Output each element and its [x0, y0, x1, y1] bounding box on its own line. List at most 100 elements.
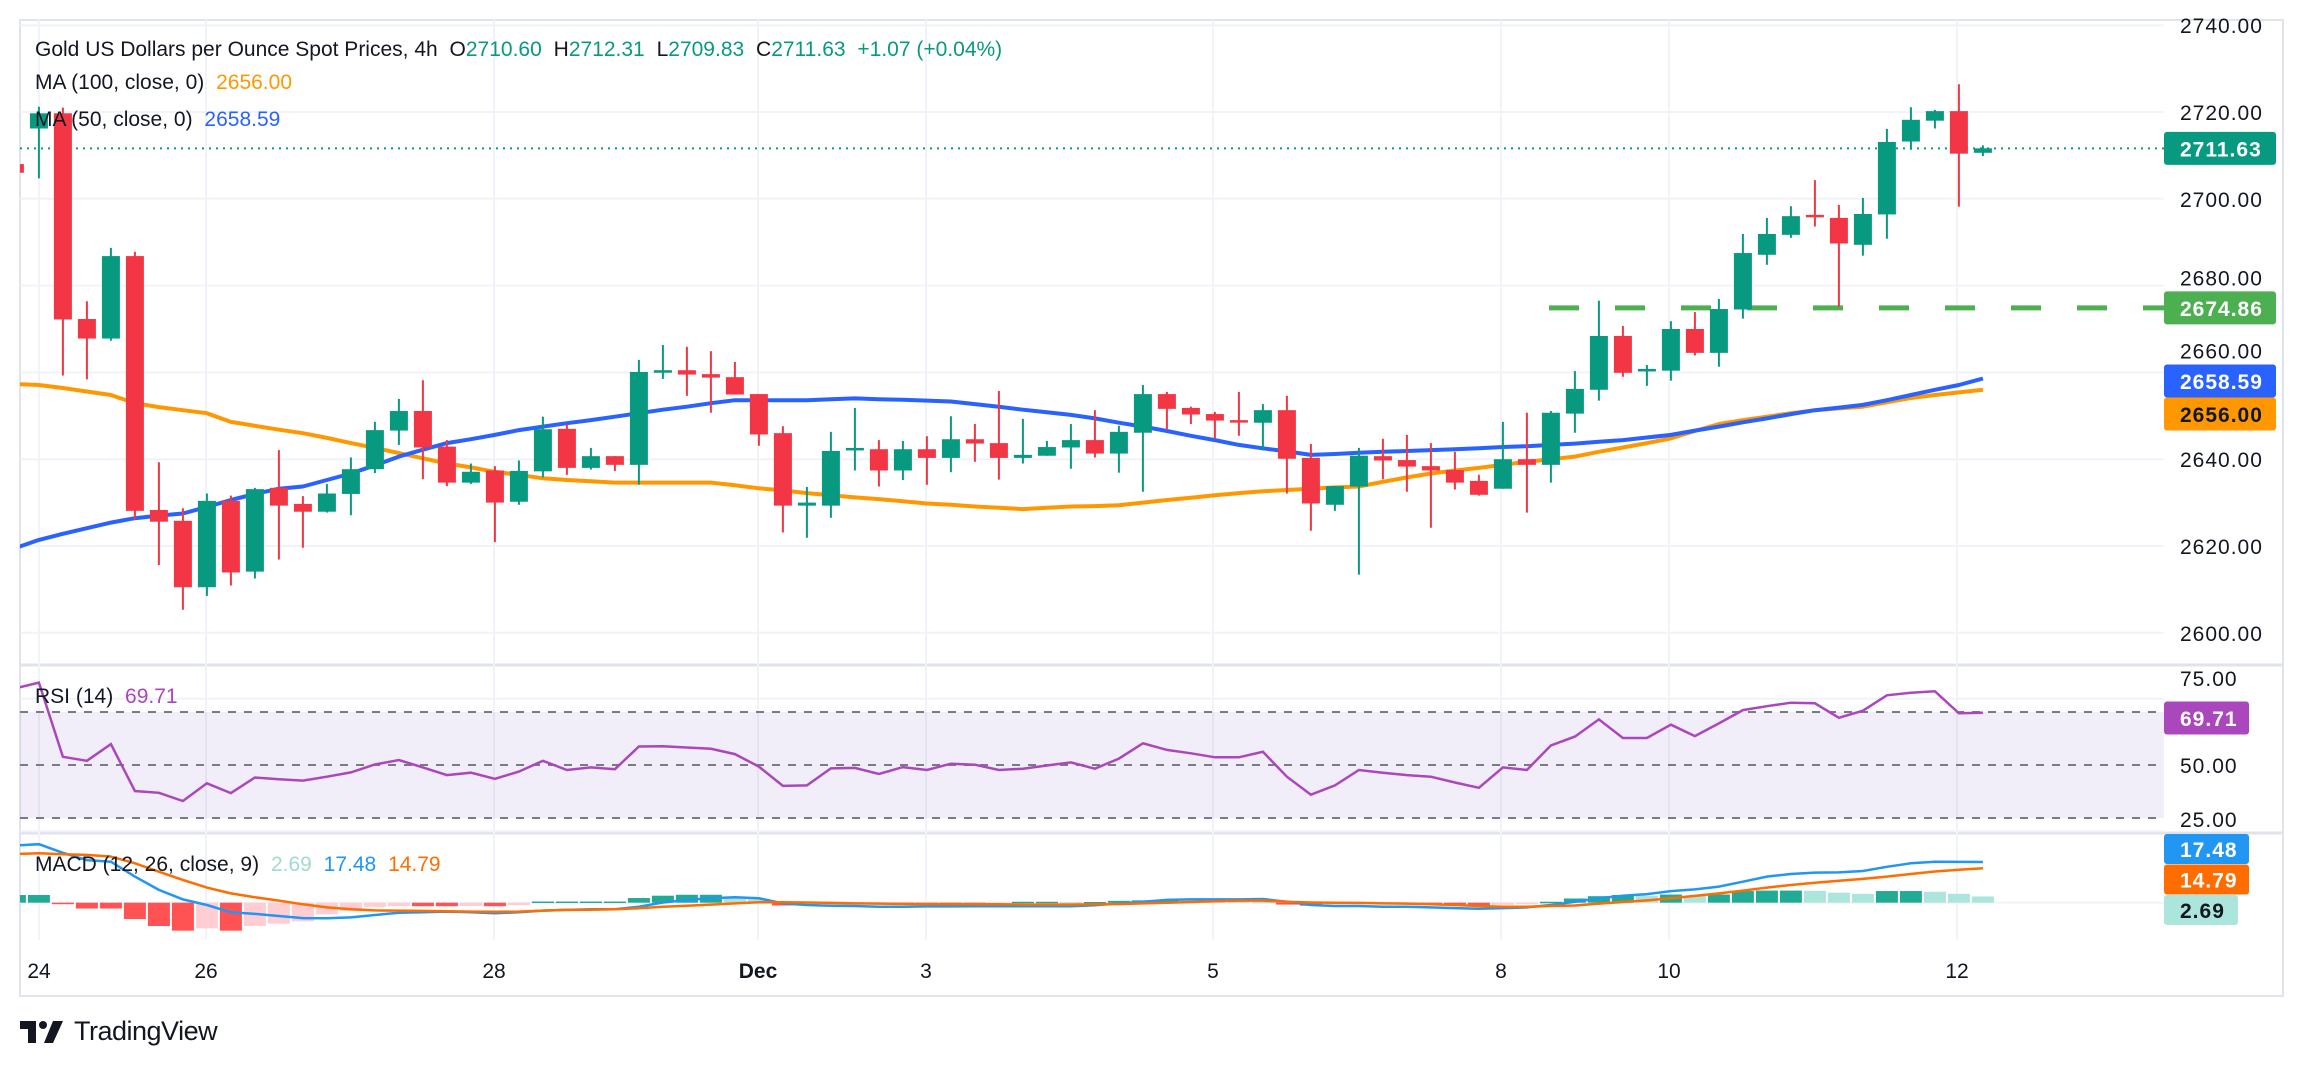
macd-histogram-bar[interactable] — [1011, 901, 1034, 904]
price-axis-label[interactable]: 2660.00 — [2180, 341, 2263, 364]
candle[interactable] — [845, 407, 864, 471]
macd-histogram-bar[interactable] — [171, 902, 194, 931]
macd-histogram-bar[interactable] — [435, 902, 458, 907]
macd-histogram-bar[interactable] — [219, 902, 242, 931]
candle[interactable] — [1397, 434, 1416, 492]
time-axis-label[interactable]: 8 — [1495, 960, 1507, 983]
candle[interactable] — [917, 436, 936, 485]
support-level-price-badge[interactable]: 2674.86 — [2164, 291, 2276, 325]
candle[interactable] — [1109, 425, 1128, 473]
candle[interactable] — [149, 462, 168, 566]
macd-histogram-bar[interactable] — [1779, 890, 1802, 903]
macd-histogram-bar[interactable] — [1827, 892, 1850, 903]
candle[interactable] — [1853, 197, 1872, 256]
candle[interactable] — [509, 460, 528, 505]
candle[interactable] — [821, 431, 840, 518]
candle[interactable] — [1829, 204, 1848, 307]
candle[interactable] — [1877, 128, 1896, 239]
macd-histogram-badge[interactable]: 2.69 — [2164, 895, 2238, 925]
time-axis-label[interactable]: 5 — [1207, 960, 1219, 983]
macd-histogram-bar[interactable] — [1875, 891, 1898, 903]
macd-histogram-bar[interactable] — [4, 895, 26, 903]
macd-histogram-bar[interactable] — [363, 902, 386, 907]
candle[interactable] — [725, 361, 744, 395]
candle[interactable] — [653, 345, 672, 379]
ma50-legend[interactable]: MA (50, close, 0) 2658.59 — [35, 108, 286, 132]
macd-histogram-bar[interactable] — [1083, 902, 1106, 904]
candle[interactable] — [1709, 299, 1728, 367]
candle[interactable] — [1685, 312, 1704, 356]
candle[interactable] — [1901, 107, 1920, 150]
candle[interactable] — [365, 421, 384, 474]
candle[interactable] — [413, 380, 432, 480]
candle[interactable] — [245, 487, 264, 579]
candle[interactable] — [1205, 411, 1224, 439]
candle[interactable] — [1421, 443, 1440, 528]
macd-histogram-bar[interactable] — [99, 902, 122, 909]
candle[interactable] — [125, 251, 144, 520]
candle[interactable] — [77, 301, 96, 380]
macd-histogram-bar[interactable] — [483, 902, 506, 907]
macd-histogram-bar[interactable] — [1539, 901, 1562, 904]
tradingview-logo[interactable]: TradingView — [20, 1016, 218, 1047]
macd-histogram-bar[interactable] — [51, 902, 74, 905]
candle[interactable] — [605, 456, 624, 471]
macd-histogram-bar[interactable] — [1755, 890, 1778, 903]
candle[interactable] — [797, 486, 816, 538]
macd-histogram-bar[interactable] — [1491, 902, 1514, 905]
candle[interactable] — [1517, 412, 1536, 513]
candle[interactable] — [1637, 365, 1656, 386]
macd-histogram-bar[interactable] — [1899, 891, 1922, 903]
candle[interactable] — [1229, 391, 1248, 436]
candle[interactable] — [1253, 404, 1272, 451]
price-axis-label[interactable]: 2680.00 — [2180, 267, 2263, 290]
symbol-title[interactable]: Gold US Dollars per Ounce Spot Prices, 4… — [35, 38, 438, 61]
candle[interactable] — [269, 450, 288, 560]
price-pane[interactable] — [6, 84, 2164, 610]
macd-histogram-bar[interactable] — [1035, 901, 1058, 904]
time-axis-label[interactable]: 24 — [27, 960, 51, 983]
macd-histogram-bar[interactable] — [75, 902, 98, 909]
macd-histogram-bar[interactable] — [723, 897, 746, 903]
price-axis-label[interactable]: 2600.00 — [2180, 623, 2263, 646]
macd-histogram-bar[interactable] — [1923, 891, 1946, 903]
macd-histogram-bar[interactable] — [1467, 902, 1490, 906]
price-axis-label[interactable]: 2620.00 — [2180, 536, 2263, 559]
price-axis-label[interactable]: 2700.00 — [2180, 189, 2263, 212]
candle[interactable] — [629, 359, 648, 485]
candle[interactable] — [1733, 233, 1752, 319]
candle[interactable] — [701, 351, 720, 413]
candle[interactable] — [1925, 109, 1944, 129]
macd-histogram-bar[interactable] — [1227, 901, 1250, 903]
macd-histogram-bar[interactable] — [195, 902, 218, 929]
macd-legend[interactable]: MACD (12, 26, close, 9) 2.69 17.48 14.79 — [35, 853, 447, 877]
macd-histogram-bar[interactable] — [123, 902, 146, 920]
macd-histogram-bar[interactable] — [1059, 902, 1082, 904]
candle[interactable] — [1445, 451, 1464, 490]
macd-histogram-bar[interactable] — [1275, 902, 1298, 905]
candle[interactable] — [893, 440, 912, 481]
macd-histogram-bar[interactable] — [1971, 896, 1994, 903]
macd-histogram-bar[interactable] — [387, 902, 410, 907]
candle[interactable] — [53, 107, 72, 376]
candle[interactable] — [1781, 206, 1800, 238]
candle[interactable] — [1973, 145, 1992, 157]
macd-histogram-bar[interactable] — [1251, 901, 1274, 904]
rsi-legend[interactable]: RSI (14) 69.71 — [35, 685, 184, 709]
price-axis-label[interactable]: 2640.00 — [2180, 449, 2263, 472]
candle[interactable] — [1613, 325, 1632, 377]
macd-histogram-bar[interactable] — [651, 895, 674, 903]
candle[interactable] — [1541, 411, 1560, 483]
candle[interactable] — [1133, 384, 1152, 492]
candle[interactable] — [389, 398, 408, 445]
candle[interactable] — [1661, 321, 1680, 381]
macd-histogram-bar[interactable] — [1803, 890, 1826, 903]
candle[interactable] — [437, 440, 456, 487]
time-axis-label[interactable]: 10 — [1657, 960, 1680, 983]
candle[interactable] — [1085, 410, 1104, 458]
price-axis-label[interactable]: 2720.00 — [2180, 102, 2263, 125]
macd-histogram-bar[interactable] — [1107, 900, 1130, 903]
macd-histogram-bar[interactable] — [1515, 902, 1538, 905]
macd-histogram-bar[interactable] — [603, 901, 626, 904]
